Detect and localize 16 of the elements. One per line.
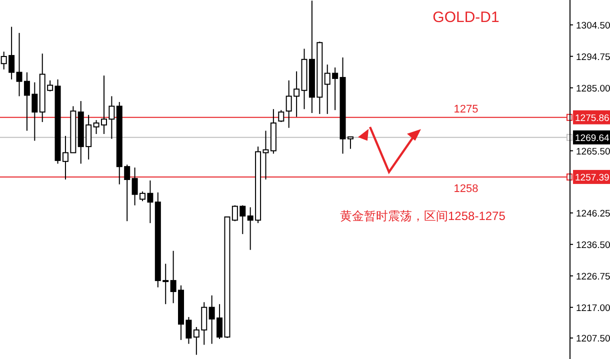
y-tick-label: 1294.75: [576, 52, 610, 63]
ref-line-label: 1269.64: [575, 132, 610, 144]
y-tick-label: 1285.00: [576, 83, 610, 94]
annotation: 黄金暂时震荡，区间1258-1275: [340, 209, 506, 223]
y-tick-label: 1265.50: [576, 146, 610, 158]
y-tick-label: 1207.50: [576, 334, 610, 345]
y-tick-label: 1226.75: [576, 271, 610, 282]
annotation: 1275: [454, 103, 478, 116]
y-tick-label: 1246.25: [576, 208, 610, 220]
ref-line-label: 1275.86: [575, 112, 610, 124]
y-tick-label: 1304.50: [576, 20, 610, 32]
annotation: 1258: [454, 182, 478, 195]
y-tick-label: 1217.00: [576, 302, 610, 314]
text: GOLD-D1: [432, 9, 500, 26]
y-tick-label: 1236.50: [576, 240, 610, 251]
ref-line-label: 1257.39: [575, 172, 610, 184]
